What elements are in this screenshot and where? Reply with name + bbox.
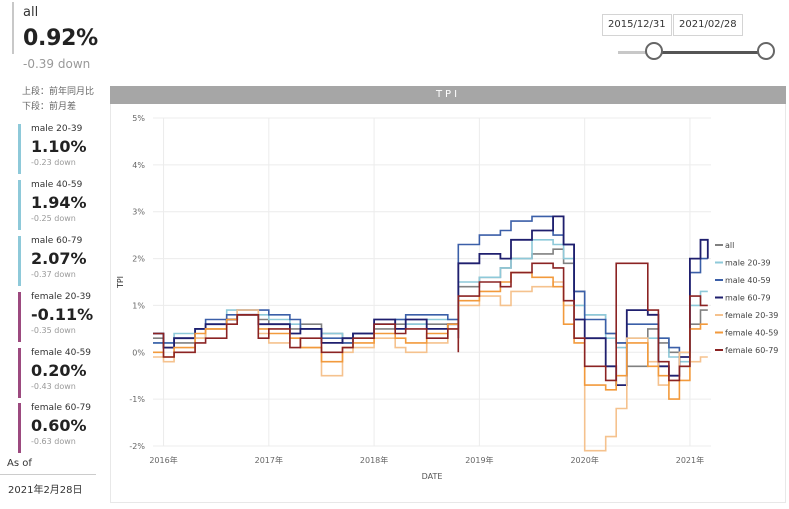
x-tick-label: 2016年 xyxy=(149,455,177,465)
as-of-date: 2021年2月28日 xyxy=(8,485,83,496)
legend-label: female 60-79 xyxy=(725,346,778,355)
series-line-male-60-79 xyxy=(153,215,709,386)
x-tick-label: 2018年 xyxy=(360,455,388,465)
end-date-input[interactable]: 2021/02/28 xyxy=(673,14,743,36)
series-line-female-60-79 xyxy=(153,262,708,382)
y-axis-title: TPI xyxy=(116,276,125,289)
date-slider-range xyxy=(654,51,766,54)
legend-label: all xyxy=(725,241,734,250)
card-label: female 20-39 xyxy=(31,292,92,302)
summary-value: 0.92% xyxy=(23,26,98,51)
as-of-label: As of xyxy=(7,458,32,469)
series-line-female-40-59 xyxy=(153,271,708,400)
summary-change: -0.39 down xyxy=(23,57,91,71)
x-tick-label: 2019年 xyxy=(465,455,493,465)
legend-label: male 60-79 xyxy=(725,294,771,303)
x-tick-label: 2020年 xyxy=(570,455,598,465)
card-value: 0.60% xyxy=(31,416,87,435)
x-tick-label: 2021年 xyxy=(676,455,704,465)
series-line-male-40-59 xyxy=(153,215,708,354)
divider xyxy=(0,474,96,475)
card-change: -0.43 down xyxy=(31,382,76,391)
slider-end-handle[interactable] xyxy=(757,42,775,60)
legend-label: female 40-59 xyxy=(725,329,778,338)
summary-card-all[interactable]: all 0.92% -0.39 down xyxy=(12,2,119,71)
legend-label: male 40-59 xyxy=(725,276,771,285)
chart-title: TPI xyxy=(110,86,786,104)
note-mom: 下段：前月差 xyxy=(22,102,77,112)
y-tick-label: 5% xyxy=(132,114,145,123)
card-change: -0.25 down xyxy=(31,214,76,223)
y-tick-label: -1% xyxy=(129,395,145,404)
slider-start-handle[interactable] xyxy=(645,42,663,60)
card-female-40-59[interactable]: female 40-59 0.20% -0.43 down xyxy=(18,348,117,398)
card-value: 2.07% xyxy=(31,249,87,268)
card-change: -0.37 down xyxy=(31,270,76,279)
y-tick-label: -2% xyxy=(129,442,145,451)
y-tick-label: 3% xyxy=(132,208,145,217)
tpi-line-chart: -2% -1% 0% 1% 2% 3% 4% 5% 2016年 2017年 2018年 2019年 20… xyxy=(116,114,778,481)
y-tick-label: 0% xyxy=(132,348,145,357)
legend-label: male 20-39 xyxy=(725,259,771,268)
legend-label: female 20-39 xyxy=(725,311,778,320)
card-male-60-79[interactable]: male 60-79 2.07% -0.37 down xyxy=(18,236,117,286)
summary-label: all xyxy=(23,5,39,20)
card-value: 1.94% xyxy=(31,193,87,212)
y-tick-label: 2% xyxy=(132,255,145,264)
x-axis-title: DATE xyxy=(422,472,443,481)
card-value: 1.10% xyxy=(31,137,87,156)
card-label: male 40-59 xyxy=(31,180,83,190)
card-female-20-39[interactable]: female 20-39 -0.11% -0.35 down xyxy=(18,292,117,342)
card-label: female 40-59 xyxy=(31,348,92,358)
card-label: female 60-79 xyxy=(31,403,92,413)
card-label: male 20-39 xyxy=(31,124,83,134)
card-value: -0.11% xyxy=(31,305,94,324)
card-female-60-79[interactable]: female 60-79 0.60% -0.63 down xyxy=(18,403,117,453)
y-tick-label: 4% xyxy=(132,161,145,170)
card-change: -0.63 down xyxy=(31,437,76,446)
card-value: 0.20% xyxy=(31,361,87,380)
start-date-input[interactable]: 2015/12/31 xyxy=(602,14,672,36)
card-male-40-59[interactable]: male 40-59 1.94% -0.25 down xyxy=(18,180,117,230)
series-line-female-20-39 xyxy=(153,281,708,452)
card-change: -0.35 down xyxy=(31,326,76,335)
card-label: male 60-79 xyxy=(31,236,83,246)
tpi-chart: -2% -1% 0% 1% 2% 3% 4% 5% 2016年 2017年 2018年 2019年 20… xyxy=(110,104,786,503)
card-change: -0.23 down xyxy=(31,158,76,167)
y-tick-label: 1% xyxy=(132,301,145,310)
card-male-20-39[interactable]: male 20-39 1.10% -0.23 down xyxy=(18,124,117,174)
series-line-all xyxy=(153,248,708,368)
note-yoy: 上段：前年同月比 xyxy=(22,87,95,97)
x-tick-label: 2017年 xyxy=(255,455,283,465)
